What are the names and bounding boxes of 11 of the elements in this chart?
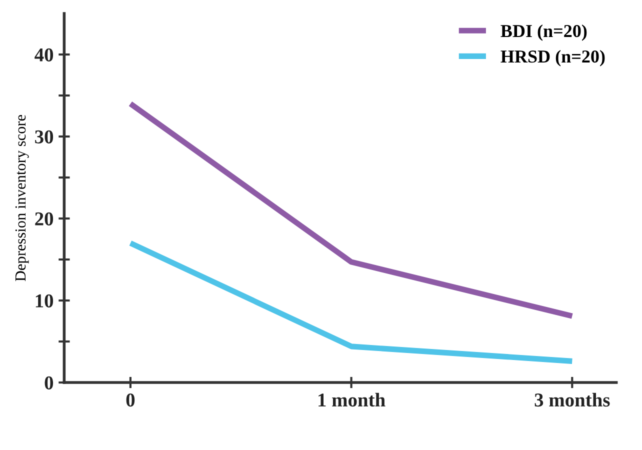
y-axis-title: Depression inventory score <box>15 114 29 282</box>
y-tick-label: 40 <box>34 48 54 62</box>
legend-label: BDI (n=20) <box>500 24 587 41</box>
x-tick-label: 0 <box>126 393 135 407</box>
x-tick-label: 3 months <box>534 392 610 407</box>
x-tick-label: 1 month <box>318 392 386 407</box>
legend-label: HRSD (n=20) <box>500 50 605 66</box>
y-tick-label: 30 <box>35 130 54 144</box>
y-tick-label: 0 <box>44 376 54 390</box>
y-tick-label: 10 <box>36 294 54 308</box>
y-tick-label: 20 <box>35 212 54 226</box>
